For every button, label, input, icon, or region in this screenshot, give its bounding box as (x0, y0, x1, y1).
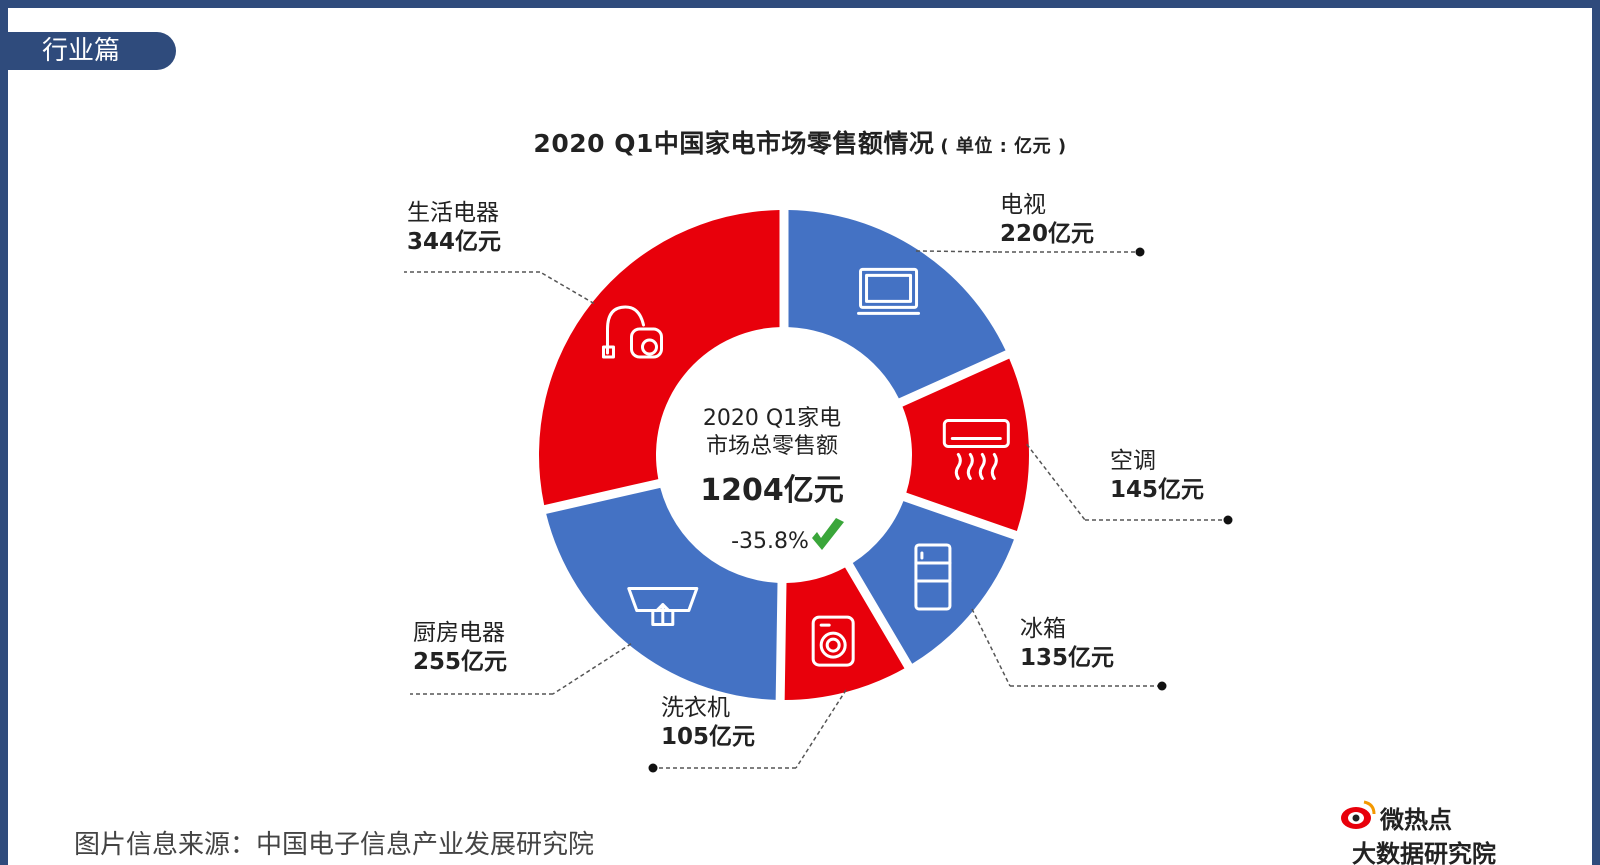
donut-slice-0 (788, 210, 1006, 399)
center-label-line1: 2020 Q1家电 (703, 406, 841, 431)
value-label-1: 145亿元 (1110, 477, 1204, 503)
logo-sub: 大数据研究院 (1352, 840, 1496, 865)
leader-line-0-0 (915, 250, 999, 253)
value-label-2: 135亿元 (1020, 645, 1114, 671)
donut-slice-1 (902, 358, 1029, 532)
center-label-line2: 市场总零售额 (706, 434, 838, 459)
refrigerator-icon (914, 543, 952, 611)
value-label-4: 255亿元 (413, 649, 507, 675)
source-note: 图片信息来源：中国电子信息产业发展研究院 (74, 830, 595, 860)
donut-slice-5 (538, 210, 780, 506)
leader-dot-0 (1135, 247, 1145, 257)
washing-machine-icon (811, 615, 855, 667)
center-change: -35.8% (731, 529, 809, 554)
category-label-0: 电视 (1000, 192, 1046, 218)
leader-line-1-0 (1026, 443, 1086, 521)
value-label-3: 105亿元 (661, 724, 755, 750)
leader-line-2-0 (971, 608, 1011, 687)
leader-dot-1 (1223, 515, 1233, 525)
donut-slice-2 (852, 501, 1014, 664)
donut-slice-3 (784, 567, 905, 700)
category-label-2: 冰箱 (1020, 616, 1066, 642)
category-label-3: 洗衣机 (661, 695, 730, 721)
chart-unit-note: ( 单位 : 亿元 ) (940, 136, 1067, 157)
vacuum-cleaner-icon (601, 305, 663, 359)
range-hood-icon (627, 587, 699, 627)
donut-slice-4 (546, 487, 778, 700)
leader-dot-2 (1157, 681, 1167, 691)
leader-line-3-0 (795, 689, 847, 769)
decrease-check-icon (812, 518, 844, 550)
tv-icon (857, 267, 921, 315)
leader-line-4-0 (552, 643, 632, 695)
value-label-0: 220亿元 (1000, 221, 1094, 247)
air-conditioner-icon (942, 418, 1010, 480)
leader-line-5-0 (539, 271, 595, 305)
chart-title-block: 2020 Q1中国家电市场零售额情况( 单位 : 亿元 ) (8, 124, 1592, 160)
category-label-1: 空调 (1110, 448, 1156, 474)
logo-brand: 微热点 (1380, 806, 1452, 834)
section-tab: 行业篇 (8, 32, 176, 70)
brand-logo: 微热点 大数据研究院 (1338, 796, 1538, 865)
weibo-eye-icon (1341, 800, 1376, 829)
category-label-4: 厨房电器 (413, 620, 505, 646)
chart-title: 2020 Q1中国家电市场零售额情况 (533, 129, 935, 158)
category-label-5: 生活电器 (407, 200, 499, 226)
center-total: 1204亿元 (700, 473, 844, 508)
value-label-5: 344亿元 (407, 229, 501, 255)
leader-dot-3 (648, 763, 658, 773)
